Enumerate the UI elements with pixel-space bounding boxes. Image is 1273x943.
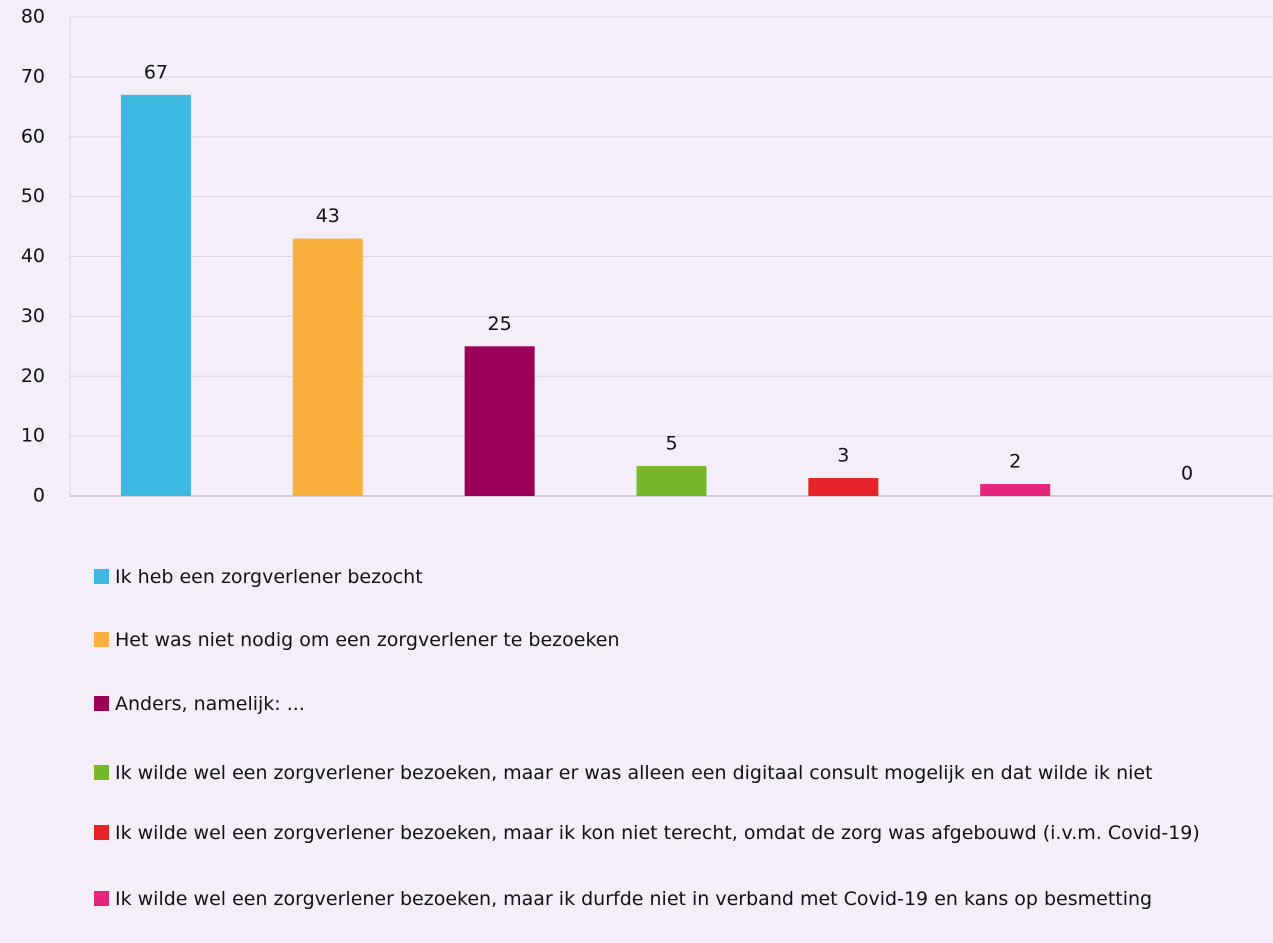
y-tick-label: 40 (21, 245, 45, 267)
legend-label: Het was niet nodig om een zorgverlener t… (115, 629, 620, 651)
y-tick-label: 80 (21, 6, 45, 28)
bar (980, 484, 1051, 496)
legend-item: Ik wilde wel een zorgverlener bezoeken, … (94, 885, 1214, 913)
legend-label: Anders, namelijk: ... (115, 693, 305, 715)
legend-swatch (94, 569, 109, 584)
data-label: 0 (1181, 463, 1193, 485)
bar (464, 346, 535, 496)
data-label: 67 (144, 61, 168, 83)
data-label: 5 (665, 433, 677, 455)
y-tick-label: 0 (33, 485, 45, 507)
bar (808, 478, 879, 496)
bar (636, 466, 707, 496)
legend-label: Ik wilde wel een zorgverlener bezoeken, … (115, 888, 1153, 910)
legend-swatch (94, 632, 109, 647)
y-tick-label: 70 (21, 65, 45, 87)
data-label: 25 (488, 313, 512, 335)
data-label: 43 (316, 205, 340, 227)
y-tick-label: 30 (21, 305, 45, 327)
legend-item: Ik heb een zorgverlener bezocht (94, 563, 1214, 591)
legend-swatch (94, 891, 109, 906)
legend-swatch (94, 825, 109, 840)
legend-label: Ik heb een zorgverlener bezocht (115, 566, 423, 588)
data-label: 2 (1009, 451, 1021, 473)
bar (120, 94, 191, 497)
y-tick-label: 60 (21, 125, 45, 147)
y-tick-label: 50 (21, 185, 45, 207)
legend-label: Ik wilde wel een zorgverlener bezoeken, … (115, 822, 1200, 844)
data-label: 3 (837, 445, 849, 467)
legend-item: Anders, namelijk: ... (94, 690, 1214, 718)
y-tick-label: 20 (21, 365, 45, 387)
legend-item: Het was niet nodig om een zorgverlener t… (94, 626, 1214, 654)
legend-swatch (94, 765, 109, 780)
legend-label: Ik wilde wel een zorgverlener bezoeken, … (115, 762, 1153, 784)
legend-swatch (94, 696, 109, 711)
y-tick-label: 10 (21, 425, 45, 447)
legend-item: Ik wilde wel een zorgverlener bezoeken, … (94, 819, 1214, 847)
bar (292, 238, 363, 496)
legend-item: Ik wilde wel een zorgverlener bezoeken, … (94, 759, 1214, 787)
